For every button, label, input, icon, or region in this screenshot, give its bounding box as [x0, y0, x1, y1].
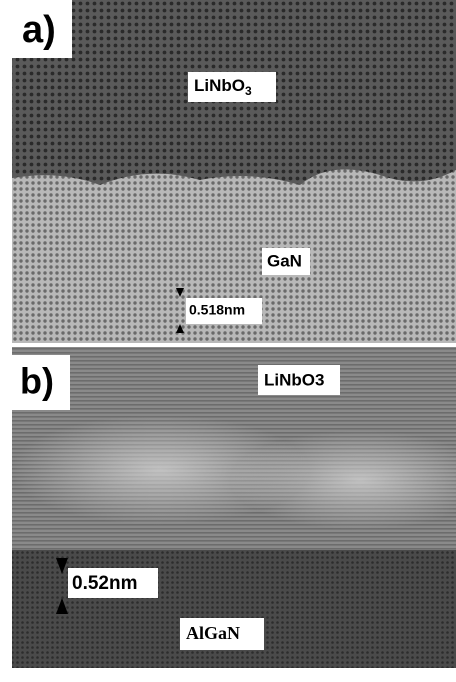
layer-label: GaN — [267, 251, 302, 270]
panel-b: b) LiNbO3 0.52nm AlGaN — [10, 347, 456, 668]
figure: a) LiNbO3 GaN 0.518nm b) LiNbO3 0.52nm A… — [0, 0, 456, 677]
panel-label: a) — [22, 9, 56, 51]
panel-a: a) LiNbO3 GaN 0.518nm — [12, 0, 456, 343]
algan-region — [12, 550, 456, 668]
layer-label: LiNbO3 — [194, 76, 252, 98]
spacing-label: 0.518nm — [189, 302, 245, 318]
spacing-label: 0.52nm — [72, 573, 137, 594]
page: a) LiNbO3 GaN 0.518nm b) LiNbO3 0.52nm A… — [0, 0, 456, 677]
layer-label: LiNbO3 — [264, 370, 324, 389]
layer-subscript: 3 — [245, 84, 252, 98]
layer-text: LiNbO — [194, 76, 245, 95]
panel-label: b) — [20, 361, 54, 402]
layer-label: AlGaN — [186, 623, 240, 643]
